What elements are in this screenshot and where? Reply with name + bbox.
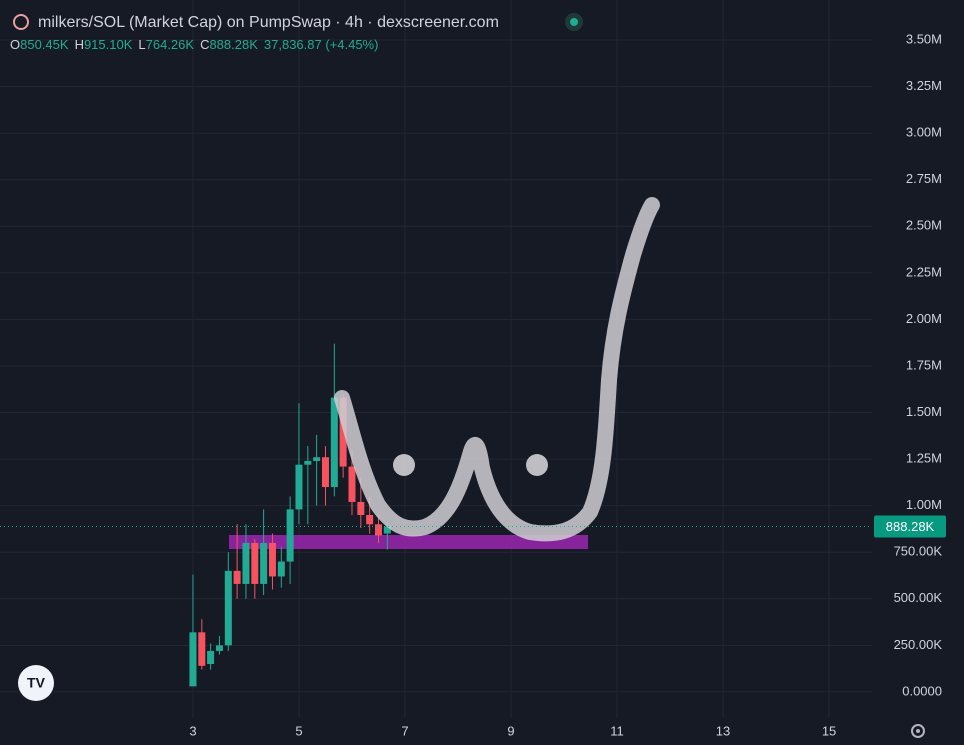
legend-key: H xyxy=(75,37,84,52)
x-tick-label: 11 xyxy=(610,723,624,738)
x-tick-label: 13 xyxy=(716,723,730,738)
x-tick-label: 7 xyxy=(401,723,408,738)
status-dot xyxy=(570,18,578,26)
candle-body xyxy=(224,570,232,646)
legend-value: 888.28K xyxy=(209,37,258,52)
x-tick-label: 3 xyxy=(189,723,196,738)
candle-body xyxy=(348,466,356,502)
y-tick-label: 3.50M xyxy=(906,31,942,46)
candle-body xyxy=(277,561,285,577)
x-tick-label: 9 xyxy=(507,723,514,738)
tv-logo[interactable] xyxy=(18,665,54,701)
legend-key: L xyxy=(138,37,145,52)
y-tick-label: 1.75M xyxy=(906,357,942,372)
candle-body xyxy=(242,542,250,584)
freehand-drawing xyxy=(334,197,660,542)
y-tick-label: 0.0000 xyxy=(902,683,942,698)
candle-body xyxy=(260,542,268,584)
y-tick-label: 1.00M xyxy=(906,497,942,512)
candle-body xyxy=(330,397,338,488)
legend-value: 915.10K xyxy=(84,37,133,52)
legend-value: 764.26K xyxy=(146,37,195,52)
token-icon xyxy=(13,14,29,30)
candle-body xyxy=(233,570,241,584)
y-tick-label: 250.00K xyxy=(894,637,943,652)
y-tick-label: 1.25M xyxy=(906,451,942,466)
candles xyxy=(189,343,391,687)
chart-title: milkers/SOL (Market Cap) on PumpSwap · 4… xyxy=(38,14,499,31)
y-tick-label: 3.00M xyxy=(906,125,942,140)
tv-logo-mark: TV xyxy=(27,675,46,691)
axes: 0.0000 250.00K 500.00K 750.00K 1.00M 1.25M 1.5… xyxy=(0,31,946,738)
candle-body xyxy=(383,526,391,534)
y-tick-label: 3.25M xyxy=(906,78,942,93)
y-tick-label: 750.00K xyxy=(894,544,943,559)
grid xyxy=(0,0,872,718)
y-tick-label: 2.50M xyxy=(906,218,942,233)
legend-key: C xyxy=(200,37,209,52)
candle-body xyxy=(207,650,215,664)
drawn-zone xyxy=(229,535,588,549)
candle-body xyxy=(313,457,321,461)
candle-body xyxy=(321,457,329,488)
legend-key: O xyxy=(10,37,20,52)
candle-body xyxy=(215,645,223,651)
y-tick-label: 2.75M xyxy=(906,171,942,186)
header: milkers/SOL (Market Cap) on PumpSwap · 4… xyxy=(10,13,583,52)
candle-body xyxy=(339,397,347,467)
price-tag-label: 888.28K xyxy=(886,519,935,534)
legend-value: 850.45K xyxy=(20,37,69,52)
price-tag xyxy=(874,515,946,538)
candle-body xyxy=(286,509,294,562)
y-tick-label: 1.50M xyxy=(906,404,942,419)
y-tick-label: 500.00K xyxy=(894,590,943,605)
candle-body xyxy=(251,542,259,584)
candle-body xyxy=(189,632,197,687)
y-tick-label: 2.00M xyxy=(906,311,942,326)
candle-body xyxy=(374,524,382,536)
candle-body xyxy=(304,460,312,465)
settings-button[interactable] xyxy=(911,724,925,738)
candle-body xyxy=(357,501,365,515)
ohlc-legend: O850.45K H915.10K L764.26K C888.28K 37,836.8… xyxy=(10,37,378,52)
candle-body xyxy=(198,632,206,666)
candle-body xyxy=(366,514,374,525)
y-tick-label: 2.25M xyxy=(906,264,942,279)
candle-body xyxy=(268,542,276,577)
drawn-dot xyxy=(393,454,415,476)
x-tick-label: 15 xyxy=(822,723,836,738)
candle-body xyxy=(295,464,303,510)
x-tick-label: 5 xyxy=(295,723,302,738)
drawn-dot xyxy=(526,454,548,476)
settings-center xyxy=(916,729,920,733)
legend-change: 37,836.87 (+4.45%) xyxy=(264,37,379,52)
